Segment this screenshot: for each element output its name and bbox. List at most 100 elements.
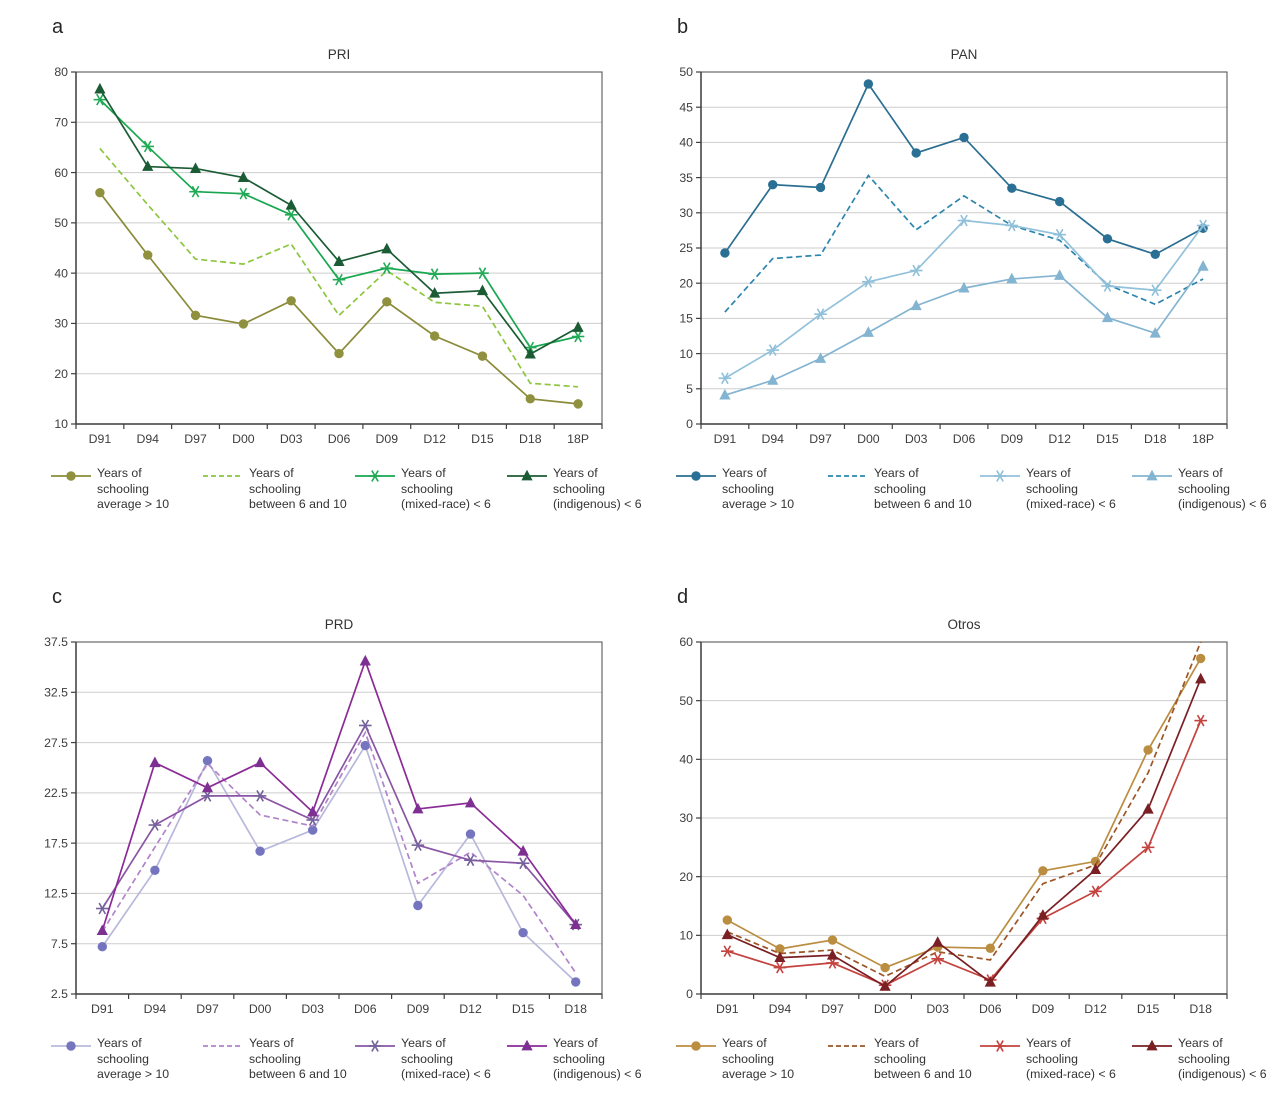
legend-label-line: between 6 and 10 <box>874 497 972 512</box>
legend-item: Years of schooling average > 10 <box>675 466 827 513</box>
legend-label-line: (indigenous) < 6 <box>1178 497 1267 512</box>
data-point <box>571 330 585 343</box>
legend-label: Years of schooling (indigenous) < 6 <box>553 1036 642 1083</box>
legend-label: Years of schooling (indigenous) < 6 <box>553 466 642 513</box>
legend-label-line: schooling <box>1178 481 1230 496</box>
y-tick-label: 25 <box>679 241 693 255</box>
data-point <box>381 242 393 254</box>
data-point <box>1149 326 1161 338</box>
series-line <box>724 174 1204 313</box>
legend-label-line: schooling <box>722 1051 774 1066</box>
legend-label-line: schooling <box>401 1051 453 1066</box>
legend-label-line: schooling <box>1026 481 1078 496</box>
x-tick-label: D97 <box>821 1002 844 1016</box>
series-none-dashed <box>726 641 1202 978</box>
series-line <box>101 723 577 926</box>
y-tick-label: 37.5 <box>44 636 68 649</box>
legend-label-line: schooling <box>553 481 605 496</box>
data-point <box>525 394 535 404</box>
legend-label: Years of schooling average > 10 <box>97 466 169 513</box>
legend-item: Years of schooling (indigenous) < 6 <box>506 466 658 513</box>
data-point <box>573 399 583 409</box>
panel-letter-d: d <box>677 586 689 608</box>
y-tick-label: 30 <box>54 317 68 331</box>
x-tick-label: D91 <box>89 432 112 446</box>
data-point <box>691 1041 701 1051</box>
data-point <box>1196 653 1206 664</box>
legend-label: Years of schooling between 6 and 10 <box>249 466 347 513</box>
legend-label: Years of schooling between 6 and 10 <box>874 1036 972 1083</box>
legend-label-line: Years of <box>97 1036 142 1050</box>
data-point <box>516 857 530 870</box>
axes <box>75 642 602 995</box>
x-tick-label: D00 <box>874 1002 897 1016</box>
y-tick-label: 10 <box>54 417 68 431</box>
series-triangle <box>94 82 584 359</box>
y-tick-label: 7.5 <box>51 937 68 951</box>
panel-c-prd: c PRD 37.5 32.5 27.5 22.5 17.5 12.5 7.5 2.5 D91 D… <box>30 584 642 1101</box>
legend-label-line: (mixed-race) < 6 <box>401 497 491 512</box>
data-point <box>1143 745 1153 755</box>
x-tick-label: D06 <box>953 432 976 446</box>
y-tick-label: 60 <box>679 636 693 649</box>
legend-label-line: Years of <box>874 466 919 480</box>
data-point <box>95 187 105 198</box>
x-tick-label: D15 <box>512 1002 535 1016</box>
data-point <box>767 374 779 385</box>
series-line <box>99 147 579 388</box>
x-tick-label: D03 <box>905 432 928 446</box>
data-point <box>1005 219 1019 232</box>
legend-label-line: average > 10 <box>722 1067 795 1082</box>
gridlines <box>701 106 1227 390</box>
data-point <box>957 214 971 227</box>
series-line <box>99 99 579 349</box>
x-tick-label: D15 <box>471 432 494 446</box>
y-tick-label: 2.5 <box>51 987 68 1001</box>
data-point <box>880 962 890 973</box>
legend-label: Years of schooling average > 10 <box>97 1036 169 1083</box>
data-point <box>428 268 441 281</box>
legend-marker-circle <box>676 1041 716 1051</box>
series-line <box>101 743 577 983</box>
legend-label-line: Years of <box>401 1036 446 1050</box>
data-point <box>237 187 250 200</box>
data-point <box>1141 841 1155 854</box>
x-tick-label: D94 <box>769 1002 792 1016</box>
data-point <box>1090 856 1101 867</box>
data-point <box>368 1040 382 1052</box>
series-line <box>726 641 1202 978</box>
data-point <box>1194 714 1207 727</box>
data-point <box>189 185 202 198</box>
legend-label-line: (mixed-race) < 6 <box>401 1067 491 1082</box>
data-point <box>572 321 584 332</box>
chart-title-prd: PRD <box>324 617 354 632</box>
legend-marker-none <box>203 1045 243 1047</box>
data-point <box>1102 234 1113 244</box>
data-point <box>411 839 425 852</box>
data-point <box>334 348 344 359</box>
legend-item: Years of schooling average > 10 <box>50 1036 202 1083</box>
data-point <box>307 805 319 817</box>
legend-marker-circle <box>51 471 91 481</box>
data-point <box>142 160 154 171</box>
gridlines <box>76 691 602 945</box>
legend-label-line: Years of <box>249 466 294 480</box>
x-axis-labels: D91 D94 D97 D00 D03 D06 D09 D12 D15 D18 <box>700 994 1228 1016</box>
y-tick-label: 17.5 <box>44 836 68 850</box>
data-point <box>413 900 423 911</box>
data-point <box>721 928 733 940</box>
data-point <box>773 961 787 974</box>
panel-a-pri: a PRI 80 70 60 50 40 30 20 10 D91 D94 D97 D00 D03 D06… <box>30 14 642 559</box>
legend-label-line: schooling <box>97 481 149 496</box>
legend-marker-none <box>828 1045 868 1047</box>
data-point <box>521 469 533 481</box>
data-point <box>254 756 266 768</box>
legend-item: Years of schooling between 6 and 10 <box>202 1036 354 1083</box>
legend-item: Years of schooling (mixed-race) < 6 <box>354 1036 506 1083</box>
legend-item: Years of schooling (mixed-race) < 6 <box>354 466 506 513</box>
data-point <box>521 1039 533 1051</box>
series-asterisk <box>721 714 1207 992</box>
data-point <box>96 924 108 936</box>
data-point <box>691 471 701 481</box>
y-tick-label: 0 <box>686 987 693 1001</box>
